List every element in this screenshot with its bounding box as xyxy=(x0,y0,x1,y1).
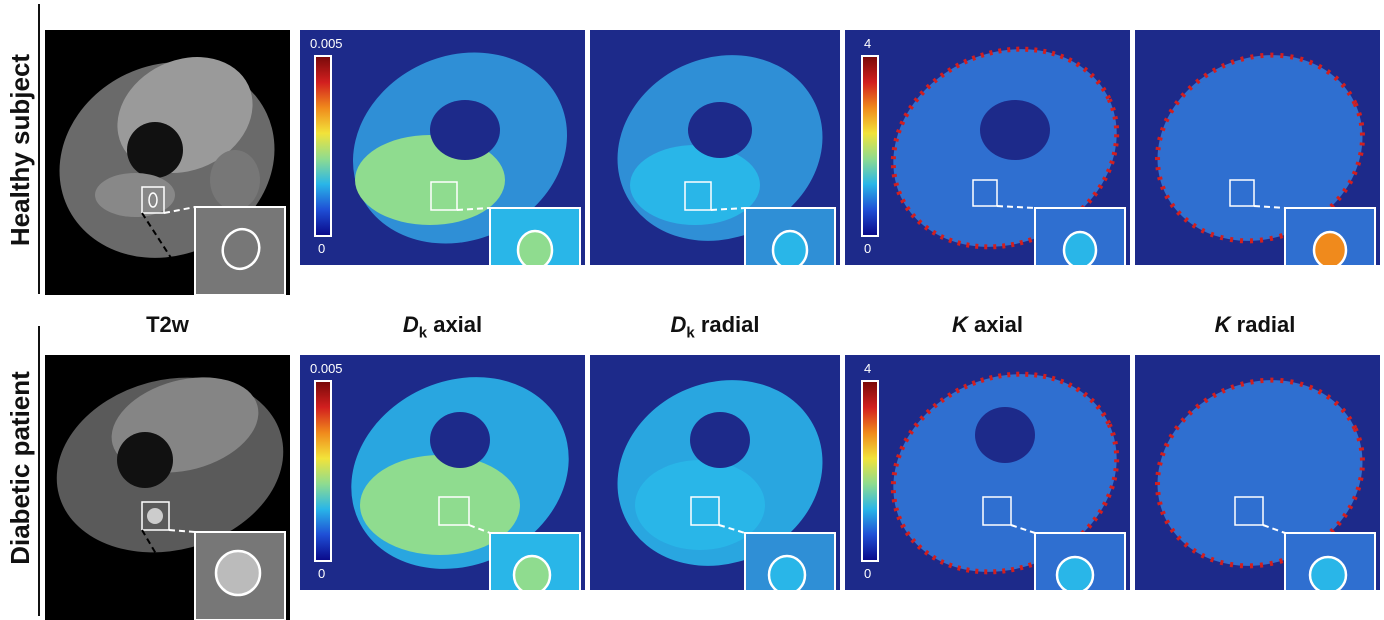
row-label-diabetic: Diabetic patient xyxy=(5,371,35,565)
dk-radial-map-healthy xyxy=(590,30,840,265)
dk-axial-map-diabetic xyxy=(300,355,585,590)
dk-axial-map-healthy xyxy=(300,30,585,265)
colorbar-k-diabetic xyxy=(861,380,879,562)
k-axial-map-diabetic xyxy=(845,355,1130,590)
colorbar-dk-min: 0 xyxy=(318,241,326,256)
t2w-image-healthy xyxy=(45,30,290,295)
colorbar-dk-diabetic xyxy=(314,380,332,562)
k-axial-map-healthy xyxy=(845,30,1130,265)
col-label-dk-radial: Dk radial xyxy=(670,312,760,342)
colorbar-dk-min-2: 0 xyxy=(318,566,326,581)
colorbar-dk-healthy xyxy=(314,55,332,237)
col-label-k-axial: K axial xyxy=(952,312,1023,337)
row-divider-healthy xyxy=(38,4,40,294)
colorbar-k-max-2: 4 xyxy=(864,361,872,376)
k-radial-map-healthy xyxy=(1135,30,1380,265)
row-label-healthy: Healthy subject xyxy=(5,53,35,247)
colorbar-k-min: 0 xyxy=(864,241,872,256)
col-label-dk-axial: Dk axial xyxy=(402,312,483,342)
dk-radial-map-diabetic xyxy=(590,355,840,590)
col-label-k-radial: K radial xyxy=(1214,312,1296,337)
t2w-image-diabetic xyxy=(45,355,290,620)
k-radial-map-diabetic xyxy=(1135,355,1380,590)
colorbar-k-healthy xyxy=(861,55,879,237)
colorbar-k-min-2: 0 xyxy=(864,566,872,581)
colorbar-dk-max: 0.005 xyxy=(310,36,343,51)
col-label-t2w: T2w xyxy=(146,312,189,337)
row-divider-diabetic xyxy=(38,326,40,616)
colorbar-dk-max-2: 0.005 xyxy=(310,361,343,376)
colorbar-k-max: 4 xyxy=(864,36,872,51)
